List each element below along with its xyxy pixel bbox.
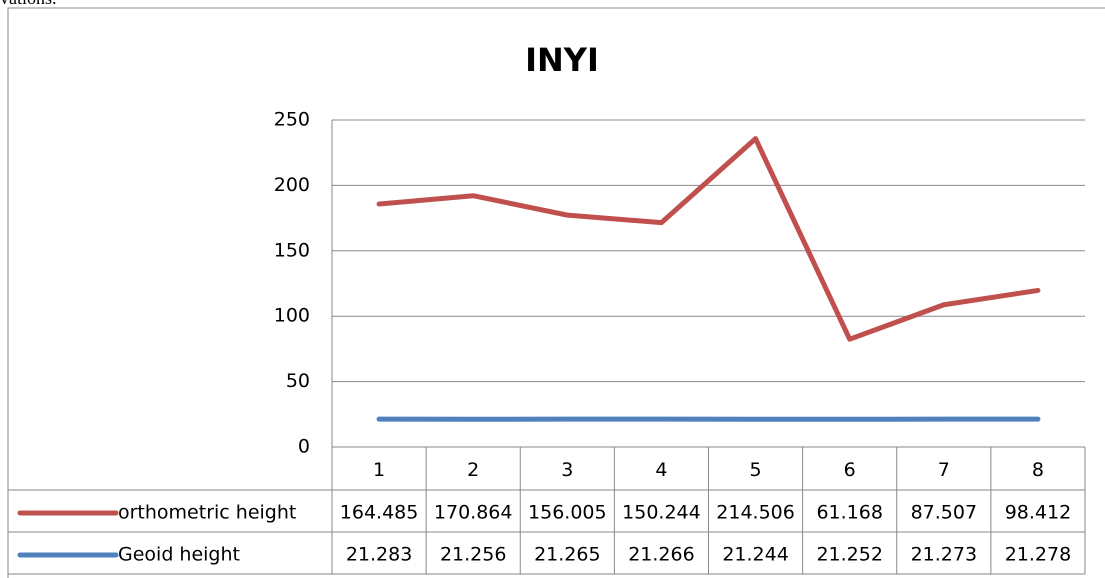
table-value: 21.244: [722, 544, 788, 566]
table-value: 21.283: [346, 544, 412, 566]
table-value: 21.278: [1005, 544, 1071, 566]
table-value: 170.864: [434, 502, 513, 524]
y-tick-label: 200: [274, 174, 310, 196]
table-value: 150.244: [622, 502, 701, 524]
x-tick-label: 4: [655, 459, 667, 481]
table-value: 21.266: [628, 544, 694, 566]
table-value: 214.506: [716, 502, 795, 524]
table-value: 164.485: [340, 502, 419, 524]
x-tick-label: 8: [1032, 459, 1044, 481]
table-value: 61.168: [816, 502, 882, 524]
x-tick-label: 3: [561, 459, 573, 481]
x-tick-label: 6: [844, 459, 856, 481]
chart-title: INYI: [525, 41, 599, 79]
y-tick-label: 50: [286, 370, 310, 392]
legend-label: orthometric height: [118, 502, 296, 524]
x-tick-label: 1: [373, 459, 385, 481]
table-value: 21.256: [440, 544, 506, 566]
legend-label: Geoid height: [118, 544, 240, 566]
y-tick-label: 0: [298, 436, 310, 458]
y-tick-label: 100: [274, 305, 310, 327]
table-value: 21.265: [534, 544, 600, 566]
table-value: 87.507: [911, 502, 977, 524]
caption-fragment: vations.: [0, 0, 57, 8]
table-value: 98.412: [1005, 502, 1071, 524]
x-tick-label: 7: [938, 459, 950, 481]
chart-border: [7, 7, 1105, 578]
x-tick-label: 2: [467, 459, 479, 481]
table-value: 156.005: [528, 502, 607, 524]
y-tick-label: 250: [274, 109, 310, 131]
y-tick-label: 150: [274, 239, 310, 261]
table-value: 21.252: [816, 544, 882, 566]
x-tick-label: 5: [750, 459, 762, 481]
series-line: [376, 136, 1041, 342]
table-value: 21.273: [911, 544, 977, 566]
